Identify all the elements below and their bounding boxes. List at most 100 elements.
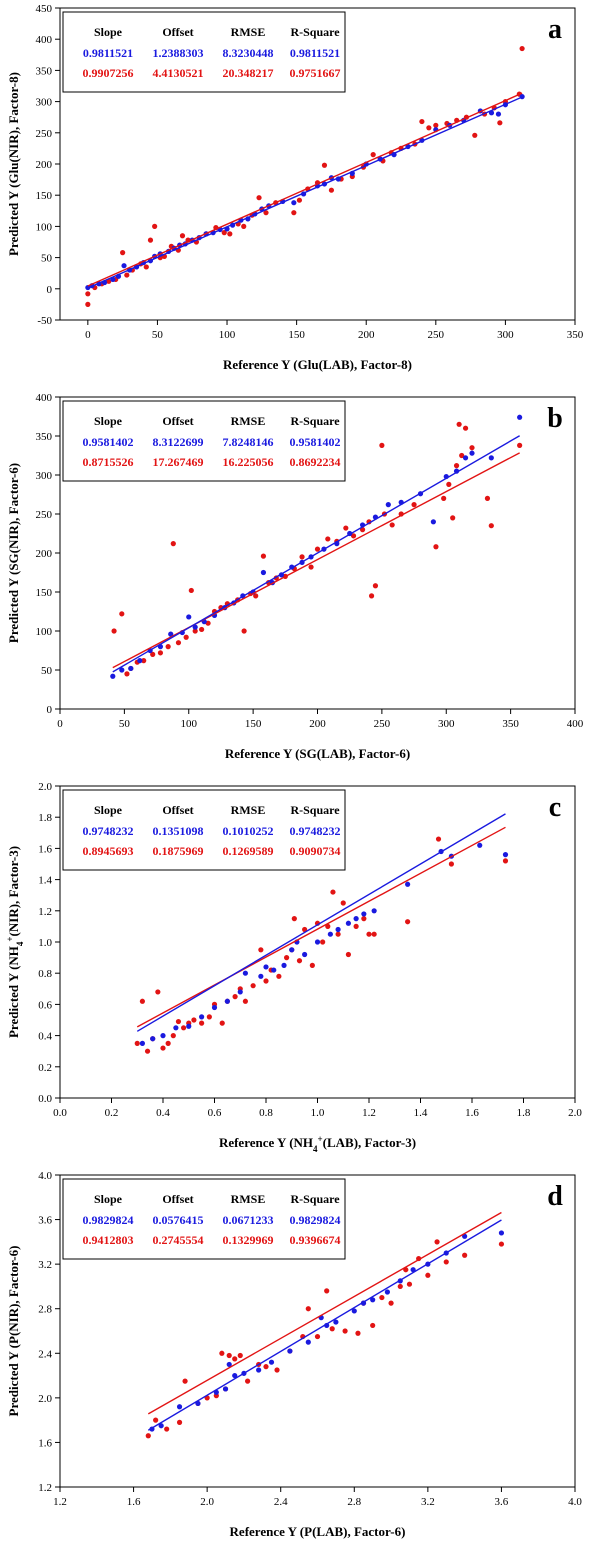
x-tick-label: 200 xyxy=(309,718,326,730)
y-tick-label: 2.4 xyxy=(38,1348,52,1360)
blue-stat-value: 0.0576415 xyxy=(153,1213,204,1227)
y-tick-label: 450 xyxy=(36,3,53,15)
y-tick-label: 0 xyxy=(47,704,53,716)
red-data-point xyxy=(328,187,335,193)
blue-data-point xyxy=(260,569,267,576)
red-data-point xyxy=(411,502,417,508)
red-data-point xyxy=(192,628,198,634)
panel-letter: c xyxy=(549,792,561,823)
red-data-point xyxy=(434,1239,440,1245)
blue-fit-line xyxy=(87,96,523,289)
stats-box xyxy=(62,400,346,482)
red-data-point xyxy=(497,120,503,126)
red-data-point xyxy=(232,994,238,1000)
y-tick-label: 50 xyxy=(41,665,53,677)
red-data-point xyxy=(296,958,303,964)
x-tick-label: 1.2 xyxy=(53,1496,67,1508)
blue-stat-value: 0.9829824 xyxy=(83,1213,134,1227)
blue-stat-value: 8.3122699 xyxy=(153,435,204,449)
blue-data-point xyxy=(384,1289,390,1295)
blue-stat-value: 0.9829824 xyxy=(290,1213,341,1227)
red-data-point xyxy=(274,1367,280,1373)
y-axis-title: Predicted Y (P(NIR), Factor-6) xyxy=(6,1246,21,1417)
red-data-point xyxy=(379,442,385,448)
red-stat-value: 16.225056 xyxy=(223,455,274,469)
stats-box xyxy=(62,11,346,93)
red-data-point xyxy=(350,533,357,539)
plot-area xyxy=(145,1211,505,1439)
red-data-point xyxy=(405,919,411,925)
red-data-point xyxy=(263,978,269,984)
red-data-point xyxy=(397,1283,403,1290)
blue-data-point xyxy=(305,1339,311,1345)
stats-header-cell: Slope xyxy=(94,1192,123,1206)
y-axis-title: Predicted Y (Glu(NIR), Factor-8) xyxy=(6,72,21,256)
blue-data-point xyxy=(361,911,367,917)
red-data-point xyxy=(345,951,351,958)
red-stat-value: 0.9751667 xyxy=(290,66,341,80)
blue-data-point xyxy=(150,1036,156,1042)
blue-data-point xyxy=(256,1367,262,1373)
blue-data-point xyxy=(199,1014,205,1020)
red-stat-value: 17.267469 xyxy=(153,455,204,469)
x-tick-label: 200 xyxy=(358,329,375,341)
y-tick-label: 3.2 xyxy=(38,1259,52,1271)
blue-stat-value: 0.0671233 xyxy=(223,1213,274,1227)
red-data-point xyxy=(519,45,525,52)
stats-header-cell: RMSE xyxy=(231,414,266,428)
blue-data-point xyxy=(128,665,134,672)
red-data-point xyxy=(134,1040,140,1046)
blue-data-point xyxy=(477,842,483,848)
red-data-point xyxy=(150,651,156,657)
x-tick-label: 150 xyxy=(245,718,262,730)
red-data-point xyxy=(342,1328,348,1334)
blue-data-point xyxy=(158,1423,164,1429)
stats-header-cell: R-Square xyxy=(290,25,340,39)
red-data-point xyxy=(152,223,158,229)
blue-fit-line xyxy=(147,1219,502,1431)
red-data-point xyxy=(372,583,379,589)
x-tick-label: 250 xyxy=(374,718,391,730)
red-data-point xyxy=(453,463,460,469)
red-data-point xyxy=(355,1330,361,1336)
red-data-point xyxy=(258,947,264,953)
x-tick-label: 0.4 xyxy=(156,1107,170,1119)
red-data-point xyxy=(335,931,341,937)
x-tick-label: 0.0 xyxy=(53,1107,67,1119)
x-tick-label: 1.6 xyxy=(127,1496,141,1508)
x-tick-label: 350 xyxy=(502,718,519,730)
y-tick-label: 50 xyxy=(41,253,53,265)
y-tick-label: 2.0 xyxy=(38,1393,52,1405)
y-tick-label: 4.0 xyxy=(38,1170,52,1182)
red-stat-value: 0.9396674 xyxy=(290,1233,341,1247)
red-fit-line xyxy=(87,92,523,287)
red-data-point xyxy=(502,858,509,864)
red-data-point xyxy=(226,1352,232,1359)
red-fit-line xyxy=(136,826,506,1028)
stats-header-cell: RMSE xyxy=(231,25,266,39)
blue-stat-value: 8.3230448 xyxy=(223,46,274,60)
red-data-point xyxy=(164,1426,170,1432)
blue-data-point xyxy=(353,916,359,922)
red-data-point xyxy=(299,554,305,560)
y-axis-title: Predicted Y (SG(NIR), Factor-6) xyxy=(6,463,21,643)
red-stat-value: 0.1875969 xyxy=(153,844,204,858)
red-data-point xyxy=(340,900,346,906)
stats-header-cell: R-Square xyxy=(290,414,340,428)
red-data-point xyxy=(147,237,154,243)
red-stat-value: 0.9090734 xyxy=(290,844,341,858)
red-data-point xyxy=(124,272,130,278)
stats-header-cell: Offset xyxy=(162,803,193,817)
blue-data-point xyxy=(314,939,321,945)
red-data-point xyxy=(242,998,248,1004)
red-data-point xyxy=(361,916,367,922)
blue-data-point xyxy=(160,1033,166,1039)
red-data-point xyxy=(426,125,432,131)
red-data-point xyxy=(325,536,331,542)
red-data-point xyxy=(139,998,145,1004)
blue-data-point xyxy=(488,455,494,461)
red-data-point xyxy=(370,152,376,158)
red-data-point xyxy=(263,1364,269,1370)
red-data-point xyxy=(448,861,454,867)
red-stat-value: 0.2745554 xyxy=(153,1233,204,1247)
